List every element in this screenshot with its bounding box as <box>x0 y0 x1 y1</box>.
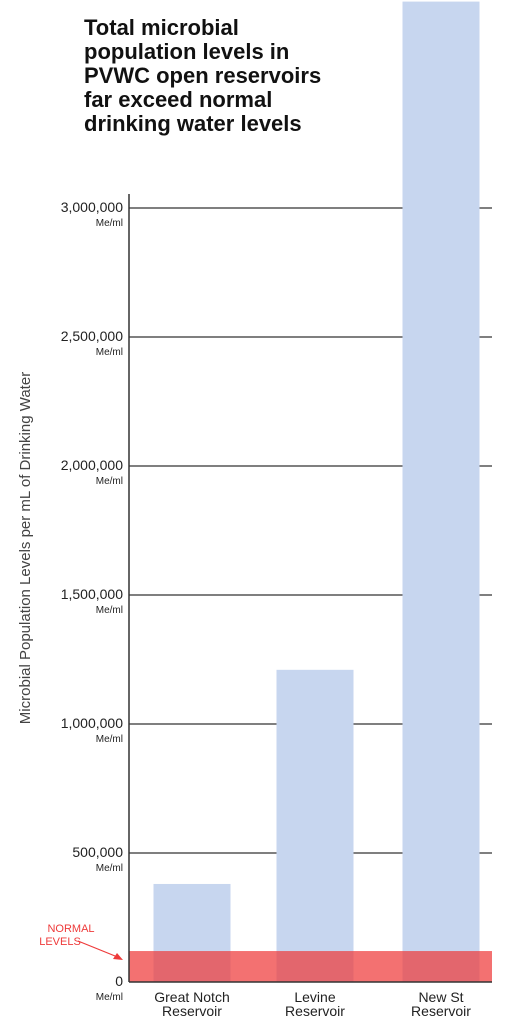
y-tick-label: 500,000 <box>72 844 123 860</box>
y-tick-label: 2,500,000 <box>61 328 123 344</box>
y-tick-unit: Me/ml <box>96 605 123 616</box>
normal-levels-label: LEVELS <box>39 936 81 948</box>
bar <box>276 669 354 982</box>
axes <box>128 194 492 983</box>
y-tick-unit: Me/ml <box>96 476 123 487</box>
y-tick-label: 3,000,000 <box>61 199 123 215</box>
y-tick-unit: Me/ml <box>96 863 123 874</box>
y-tick-label: 0 <box>115 973 123 989</box>
x-tick-label: Reservoir <box>162 1003 222 1019</box>
labels: 0 Me/ml 500,000 Me/ml 1,000,000 Me/ml 1,500,00… <box>17 199 471 1019</box>
x-tick-label: Great Notch <box>154 989 229 1005</box>
chart-title: Total microbial population levels in PVW… <box>84 15 322 136</box>
bar <box>402 1 480 983</box>
y-tick-unit: Me/ml <box>96 734 123 745</box>
y-tick-unit: Me/ml <box>96 992 123 1003</box>
normal-levels-band <box>129 951 492 982</box>
y-axis-title: Microbial Population Levels per mL of Dr… <box>17 372 34 724</box>
bars <box>153 1 480 983</box>
x-tick-label: Levine <box>294 989 335 1005</box>
y-tick-label: 1,500,000 <box>61 586 123 602</box>
normal-levels-band-rect <box>129 951 492 982</box>
normal-levels-arrowhead <box>113 953 123 960</box>
y-tick-unit: Me/ml <box>96 218 123 229</box>
normal-levels-arrow <box>77 940 121 959</box>
x-tick-label: Reservoir <box>411 1003 471 1019</box>
normal-levels-label: NORMAL <box>47 923 94 935</box>
x-tick-label: New St <box>418 989 463 1005</box>
y-tick-unit: Me/ml <box>96 347 123 358</box>
x-tick-label: Reservoir <box>285 1003 345 1019</box>
y-tick-label: 2,000,000 <box>61 457 123 473</box>
y-tick-label: 1,000,000 <box>61 715 123 731</box>
